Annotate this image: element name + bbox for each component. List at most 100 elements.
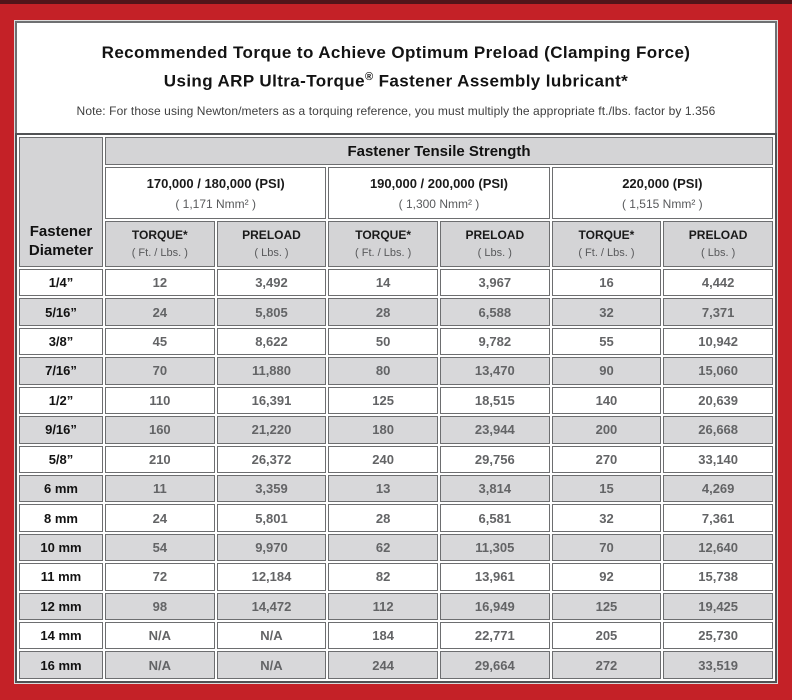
tensile-strength-header: Fastener Tensile Strength xyxy=(105,137,773,165)
value-cell: 16,949 xyxy=(439,592,550,621)
table-row: 12 mm 98 14,472 112 16,949 125 19,425 xyxy=(19,592,773,621)
value-cell: 45 xyxy=(105,327,215,356)
torque-label: TORQUE* xyxy=(355,228,412,242)
table-row: 14 mm N/A N/A 184 22,771 205 25,730 xyxy=(19,622,773,650)
table-row: 16 mm N/A N/A 244 29,664 272 33,519 xyxy=(19,651,773,679)
preload-unit: ( Lbs. ) xyxy=(701,247,736,259)
value-cell: 29,664 xyxy=(439,651,550,679)
table-row: 8 mm 24 5,801 28 6,581 32 7,361 xyxy=(19,504,773,532)
value-cell: 14 xyxy=(328,269,438,297)
value-cell: 200 xyxy=(551,416,662,444)
diameter-cell: 6 mm xyxy=(19,474,103,503)
diameter-cell: 7/16” xyxy=(19,357,103,385)
value-cell: 33,140 xyxy=(663,445,773,473)
psi-label: 190,000 / 200,000 (PSI) xyxy=(369,175,508,191)
value-cell: N/A xyxy=(216,622,327,650)
value-cell: 240 xyxy=(328,445,438,473)
diameter-cell: 1/2” xyxy=(19,386,103,415)
value-cell: 29,756 xyxy=(439,445,550,473)
value-cell: 28 xyxy=(328,504,438,532)
value-cell: 19,425 xyxy=(663,592,773,621)
title-block: Recommended Torque to Achieve Optimum Pr… xyxy=(15,21,777,133)
nmm-label: ( 1,300 Nmm² ) xyxy=(398,196,480,211)
value-cell: 90 xyxy=(551,357,662,385)
diameter-cell: 16 mm xyxy=(19,651,103,679)
title-line-1: Recommended Torque to Achieve Optimum Pr… xyxy=(101,43,691,62)
value-cell: 184 xyxy=(328,622,438,650)
diameter-cell: 5/16” xyxy=(19,298,103,326)
table-row: 9/16” 160 21,220 180 23,944 200 26,668 xyxy=(19,416,773,444)
value-cell: 50 xyxy=(328,327,438,356)
value-cell: 15,060 xyxy=(663,357,773,385)
table-row: 1/4” 12 3,492 14 3,967 16 4,442 xyxy=(19,269,773,297)
value-cell: 3,492 xyxy=(216,269,327,297)
registered-trademark-sup: ® xyxy=(364,71,374,83)
value-cell: 112 xyxy=(328,592,438,621)
value-cell: 160 xyxy=(105,416,215,444)
value-cell: 13 xyxy=(328,474,438,503)
preload-header-3: PRELOAD ( Lbs. ) xyxy=(663,221,773,267)
value-cell: 92 xyxy=(551,563,662,591)
value-cell: 3,967 xyxy=(439,269,550,297)
diameter-cell: 11 mm xyxy=(19,563,103,591)
value-cell: 15,738 xyxy=(663,563,773,591)
value-cell: N/A xyxy=(216,651,327,679)
value-cell: N/A xyxy=(105,622,215,650)
value-cell: 7,371 xyxy=(663,298,773,326)
torque-header-3: TORQUE* ( Ft. / Lbs. ) xyxy=(551,221,662,267)
value-cell: 13,961 xyxy=(439,563,550,591)
value-cell: 6,588 xyxy=(439,298,550,326)
value-cell: 22,771 xyxy=(439,622,550,650)
diameter-cell: 5/8” xyxy=(19,445,103,473)
preload-label: PRELOAD xyxy=(242,228,301,242)
value-cell: 72 xyxy=(105,563,215,591)
strength-group-170-180: 170,000 / 180,000 (PSI) ( 1,171 Nmm² ) xyxy=(105,167,327,219)
diameter-cell: 10 mm xyxy=(19,533,103,562)
value-cell: 205 xyxy=(551,622,662,650)
value-cell: 125 xyxy=(551,592,662,621)
value-cell: 98 xyxy=(105,592,215,621)
strength-group-190-200: 190,000 / 200,000 (PSI) ( 1,300 Nmm² ) xyxy=(328,167,550,219)
value-cell: 18,515 xyxy=(439,386,550,415)
value-cell: 6,581 xyxy=(439,504,550,532)
title-line-2-text: Using ARP Ultra-Torque xyxy=(163,71,365,91)
value-cell: 12 xyxy=(105,269,215,297)
torque-unit: ( Ft. / Lbs. ) xyxy=(578,247,635,259)
table-row: 10 mm 54 9,970 62 11,305 70 12,640 xyxy=(19,533,773,562)
value-cell: 11 xyxy=(105,474,215,503)
value-cell: 32 xyxy=(551,298,662,326)
torque-label: TORQUE* xyxy=(578,228,635,242)
table-row: 7/16” 70 11,880 80 13,470 90 15,060 xyxy=(19,357,773,385)
torque-unit: ( Ft. / Lbs. ) xyxy=(355,247,412,259)
value-cell: 28 xyxy=(328,298,438,326)
value-cell: 32 xyxy=(551,504,662,532)
value-cell: 24 xyxy=(105,504,215,532)
preload-label: PRELOAD xyxy=(465,228,525,242)
value-cell: N/A xyxy=(105,651,215,679)
value-cell: 62 xyxy=(328,533,438,562)
value-cell: 13,470 xyxy=(439,357,550,385)
value-cell: 140 xyxy=(551,386,662,415)
value-cell: 21,220 xyxy=(216,416,327,444)
title-line-2-suffix: Fastener Assembly lubricant* xyxy=(373,71,629,91)
value-cell: 24 xyxy=(105,298,215,326)
value-cell: 14,472 xyxy=(216,592,327,621)
preload-header-1: PRELOAD ( Lbs. ) xyxy=(216,221,327,267)
value-cell: 26,372 xyxy=(216,445,327,473)
preload-unit: ( Lbs. ) xyxy=(254,247,289,259)
value-cell: 244 xyxy=(328,651,438,679)
value-cell: 5,805 xyxy=(216,298,327,326)
torque-preload-header-row: TORQUE* ( Ft. / Lbs. ) PRELOAD ( Lbs. ) … xyxy=(19,221,773,267)
value-cell: 55 xyxy=(551,327,662,356)
table-row: 3/8” 45 8,622 50 9,782 55 10,942 xyxy=(19,327,773,356)
value-cell: 26,668 xyxy=(663,416,773,444)
top-accent-strip xyxy=(0,0,792,4)
value-cell: 20,639 xyxy=(663,386,773,415)
value-cell: 16,391 xyxy=(216,386,327,415)
value-cell: 12,640 xyxy=(663,533,773,562)
value-cell: 3,814 xyxy=(439,474,550,503)
corner-header-fastener-diameter: Fastener Diameter xyxy=(19,137,103,267)
diameter-cell: 1/4” xyxy=(19,269,103,297)
value-cell: 125 xyxy=(328,386,438,415)
